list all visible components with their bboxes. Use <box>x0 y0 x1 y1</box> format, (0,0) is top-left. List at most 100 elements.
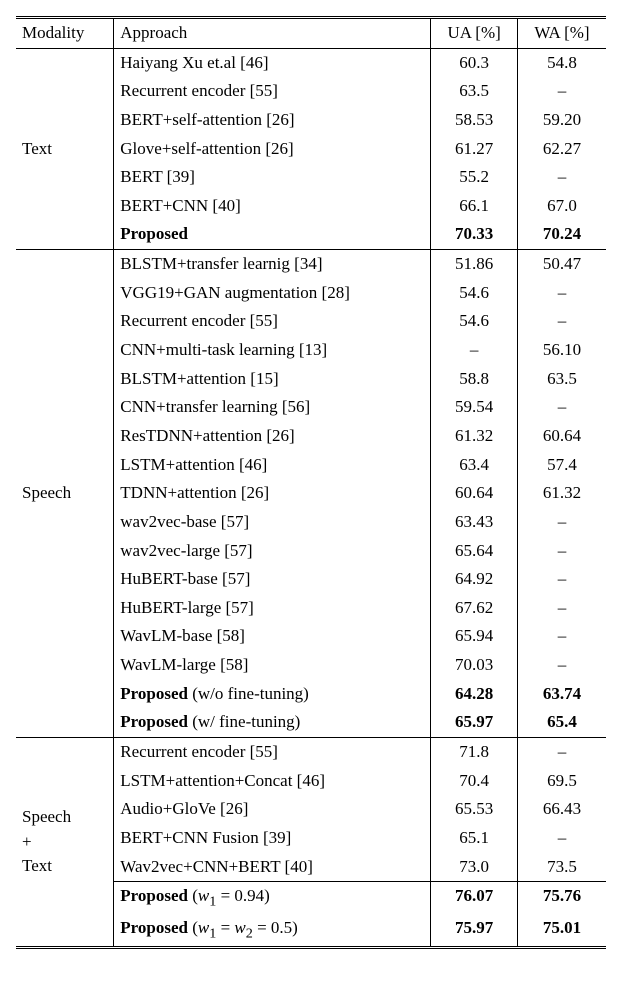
ua-cell: – <box>431 336 518 365</box>
table-row: Speech+TextRecurrent encoder [55]71.8– <box>16 738 606 767</box>
table-row: TextHaiyang Xu et.al [46]60.354.8 <box>16 48 606 77</box>
ua-cell: 65.64 <box>431 537 518 566</box>
wa-cell: 60.64 <box>517 422 606 451</box>
ua-cell: 59.54 <box>431 393 518 422</box>
wa-cell: – <box>517 77 606 106</box>
ua-cell: 64.92 <box>431 565 518 594</box>
approach-cell: WavLM-base [58] <box>114 622 431 651</box>
approach-cell: BLSTM+transfer learnig [34] <box>114 250 431 279</box>
approach-cell: Recurrent encoder [55] <box>114 307 431 336</box>
approach-cell: LSTM+attention [46] <box>114 451 431 480</box>
col-ua: UA [%] <box>431 18 518 49</box>
approach-cell: Proposed (w1 = w2 = 0.5) <box>114 914 431 947</box>
approach-cell: wav2vec-large [57] <box>114 537 431 566</box>
col-modality: Modality <box>16 18 114 49</box>
wa-cell: 59.20 <box>517 106 606 135</box>
approach-cell: HuBERT-base [57] <box>114 565 431 594</box>
wa-cell: – <box>517 393 606 422</box>
wa-cell: 57.4 <box>517 451 606 480</box>
ua-cell: 60.3 <box>431 48 518 77</box>
approach-cell: BLSTM+attention [15] <box>114 365 431 394</box>
wa-cell: 75.01 <box>517 914 606 947</box>
ua-cell: 65.53 <box>431 795 518 824</box>
approach-cell: Glove+self-attention [26] <box>114 135 431 164</box>
ua-cell: 70.4 <box>431 767 518 796</box>
approach-cell: LSTM+attention+Concat [46] <box>114 767 431 796</box>
modality-cell-speech-text: Speech+Text <box>16 738 114 948</box>
ua-cell: 71.8 <box>431 738 518 767</box>
wa-cell: 63.74 <box>517 680 606 709</box>
wa-cell: – <box>517 824 606 853</box>
approach-cell: Audio+GloVe [26] <box>114 795 431 824</box>
ua-cell: 73.0 <box>431 853 518 882</box>
wa-cell: – <box>517 508 606 537</box>
wa-cell: 70.24 <box>517 220 606 249</box>
approach-cell: HuBERT-large [57] <box>114 594 431 623</box>
wa-cell: – <box>517 163 606 192</box>
approach-cell: Proposed <box>114 220 431 249</box>
ua-cell: 75.97 <box>431 914 518 947</box>
wa-cell: 54.8 <box>517 48 606 77</box>
approach-cell: CNN+transfer learning [56] <box>114 393 431 422</box>
wa-cell: – <box>517 622 606 651</box>
wa-cell: – <box>517 594 606 623</box>
wa-cell: – <box>517 307 606 336</box>
approach-cell: Proposed (w1 = 0.94) <box>114 882 431 914</box>
table-row: SpeechBLSTM+transfer learnig [34]51.8650… <box>16 250 606 279</box>
ua-cell: 67.62 <box>431 594 518 623</box>
approach-cell: Wav2vec+CNN+BERT [40] <box>114 853 431 882</box>
ua-cell: 60.64 <box>431 479 518 508</box>
col-approach: Approach <box>114 18 431 49</box>
wa-cell: – <box>517 738 606 767</box>
ua-cell: 54.6 <box>431 307 518 336</box>
modality-cell-text: Text <box>16 48 114 249</box>
approach-cell: wav2vec-base [57] <box>114 508 431 537</box>
ua-cell: 58.8 <box>431 365 518 394</box>
approach-cell: Proposed (w/o fine-tuning) <box>114 680 431 709</box>
wa-cell: 62.27 <box>517 135 606 164</box>
ua-cell: 55.2 <box>431 163 518 192</box>
ua-cell: 65.94 <box>431 622 518 651</box>
wa-cell: 50.47 <box>517 250 606 279</box>
approach-cell: Proposed (w/ fine-tuning) <box>114 708 431 737</box>
approach-cell: BERT+CNN [40] <box>114 192 431 221</box>
wa-cell: 56.10 <box>517 336 606 365</box>
ua-cell: 64.28 <box>431 680 518 709</box>
wa-cell: – <box>517 279 606 308</box>
wa-cell: – <box>517 565 606 594</box>
ua-cell: 61.27 <box>431 135 518 164</box>
ua-cell: 51.86 <box>431 250 518 279</box>
ua-cell: 58.53 <box>431 106 518 135</box>
approach-cell: VGG19+GAN augmentation [28] <box>114 279 431 308</box>
wa-cell: – <box>517 651 606 680</box>
ua-cell: 61.32 <box>431 422 518 451</box>
wa-cell: 65.4 <box>517 708 606 737</box>
approach-cell: ResTDNN+attention [26] <box>114 422 431 451</box>
ua-cell: 63.43 <box>431 508 518 537</box>
results-table: Modality Approach UA [%] WA [%] TextHaiy… <box>16 16 606 949</box>
approach-cell: Haiyang Xu et.al [46] <box>114 48 431 77</box>
ua-cell: 70.03 <box>431 651 518 680</box>
wa-cell: 63.5 <box>517 365 606 394</box>
ua-cell: 63.5 <box>431 77 518 106</box>
approach-cell: TDNN+attention [26] <box>114 479 431 508</box>
ua-cell: 65.1 <box>431 824 518 853</box>
ua-cell: 66.1 <box>431 192 518 221</box>
wa-cell: 61.32 <box>517 479 606 508</box>
table-body: TextHaiyang Xu et.al [46]60.354.8 Recurre… <box>16 48 606 947</box>
approach-cell: BERT+CNN Fusion [39] <box>114 824 431 853</box>
col-wa: WA [%] <box>517 18 606 49</box>
ua-cell: 54.6 <box>431 279 518 308</box>
approach-cell: WavLM-large [58] <box>114 651 431 680</box>
approach-cell: CNN+multi-task learning [13] <box>114 336 431 365</box>
wa-cell: – <box>517 537 606 566</box>
modality-cell-speech: Speech <box>16 250 114 738</box>
approach-cell: Recurrent encoder [55] <box>114 738 431 767</box>
ua-cell: 70.33 <box>431 220 518 249</box>
wa-cell: 66.43 <box>517 795 606 824</box>
wa-cell: 75.76 <box>517 882 606 914</box>
ua-cell: 65.97 <box>431 708 518 737</box>
approach-cell: BERT [39] <box>114 163 431 192</box>
approach-cell: BERT+self-attention [26] <box>114 106 431 135</box>
wa-cell: 69.5 <box>517 767 606 796</box>
